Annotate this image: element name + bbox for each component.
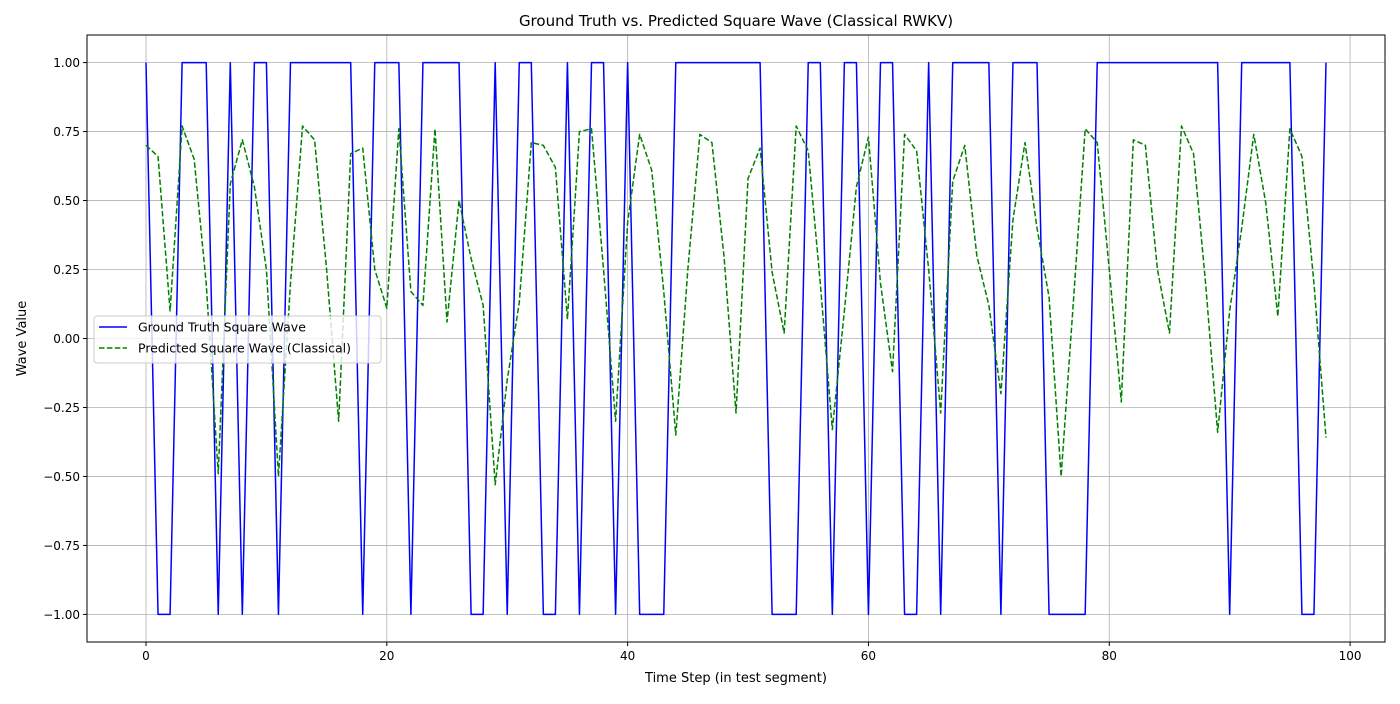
y-tick-label: 0.50	[53, 194, 80, 208]
predicted-line	[145, 125, 1327, 486]
y-axis-label: Wave Value	[15, 301, 30, 377]
y-tick-label: 0.75	[53, 125, 80, 139]
y-tick-label: 0.00	[53, 332, 80, 346]
x-tick-label: 20	[379, 649, 394, 663]
y-tick-label: −0.25	[43, 401, 80, 415]
legend-label-predicted: Predicted Square Wave (Classical)	[138, 341, 351, 356]
legend: Ground Truth Square Wave Predicted Square…	[93, 315, 382, 364]
x-tick-label: 60	[861, 649, 876, 663]
y-tick-label: −1.00	[43, 608, 80, 622]
axis-ticks: 0 20 40 60 80 100 −1.00 −0.75 −0.50 −0.25 0.00 0.25…	[43, 56, 1361, 663]
plot-series	[145, 61, 1327, 616]
legend-box	[93, 315, 382, 364]
legend-label-ground-truth: Ground Truth Square Wave	[138, 320, 306, 335]
x-tick-label: 80	[1102, 649, 1117, 663]
y-tick-label: 0.25	[53, 263, 80, 277]
x-tick-label: 100	[1339, 649, 1362, 663]
ground-truth-line	[145, 61, 1327, 616]
x-axis-label: Time Step (in test segment)	[644, 671, 827, 686]
x-tick-label: 0	[142, 649, 150, 663]
y-tick-label: −0.50	[43, 470, 80, 484]
y-tick-label: 1.00	[53, 56, 80, 70]
y-tick-label: −0.75	[43, 539, 80, 553]
x-tick-label: 40	[620, 649, 635, 663]
chart-title: Ground Truth vs. Predicted Square Wave (…	[519, 12, 953, 30]
